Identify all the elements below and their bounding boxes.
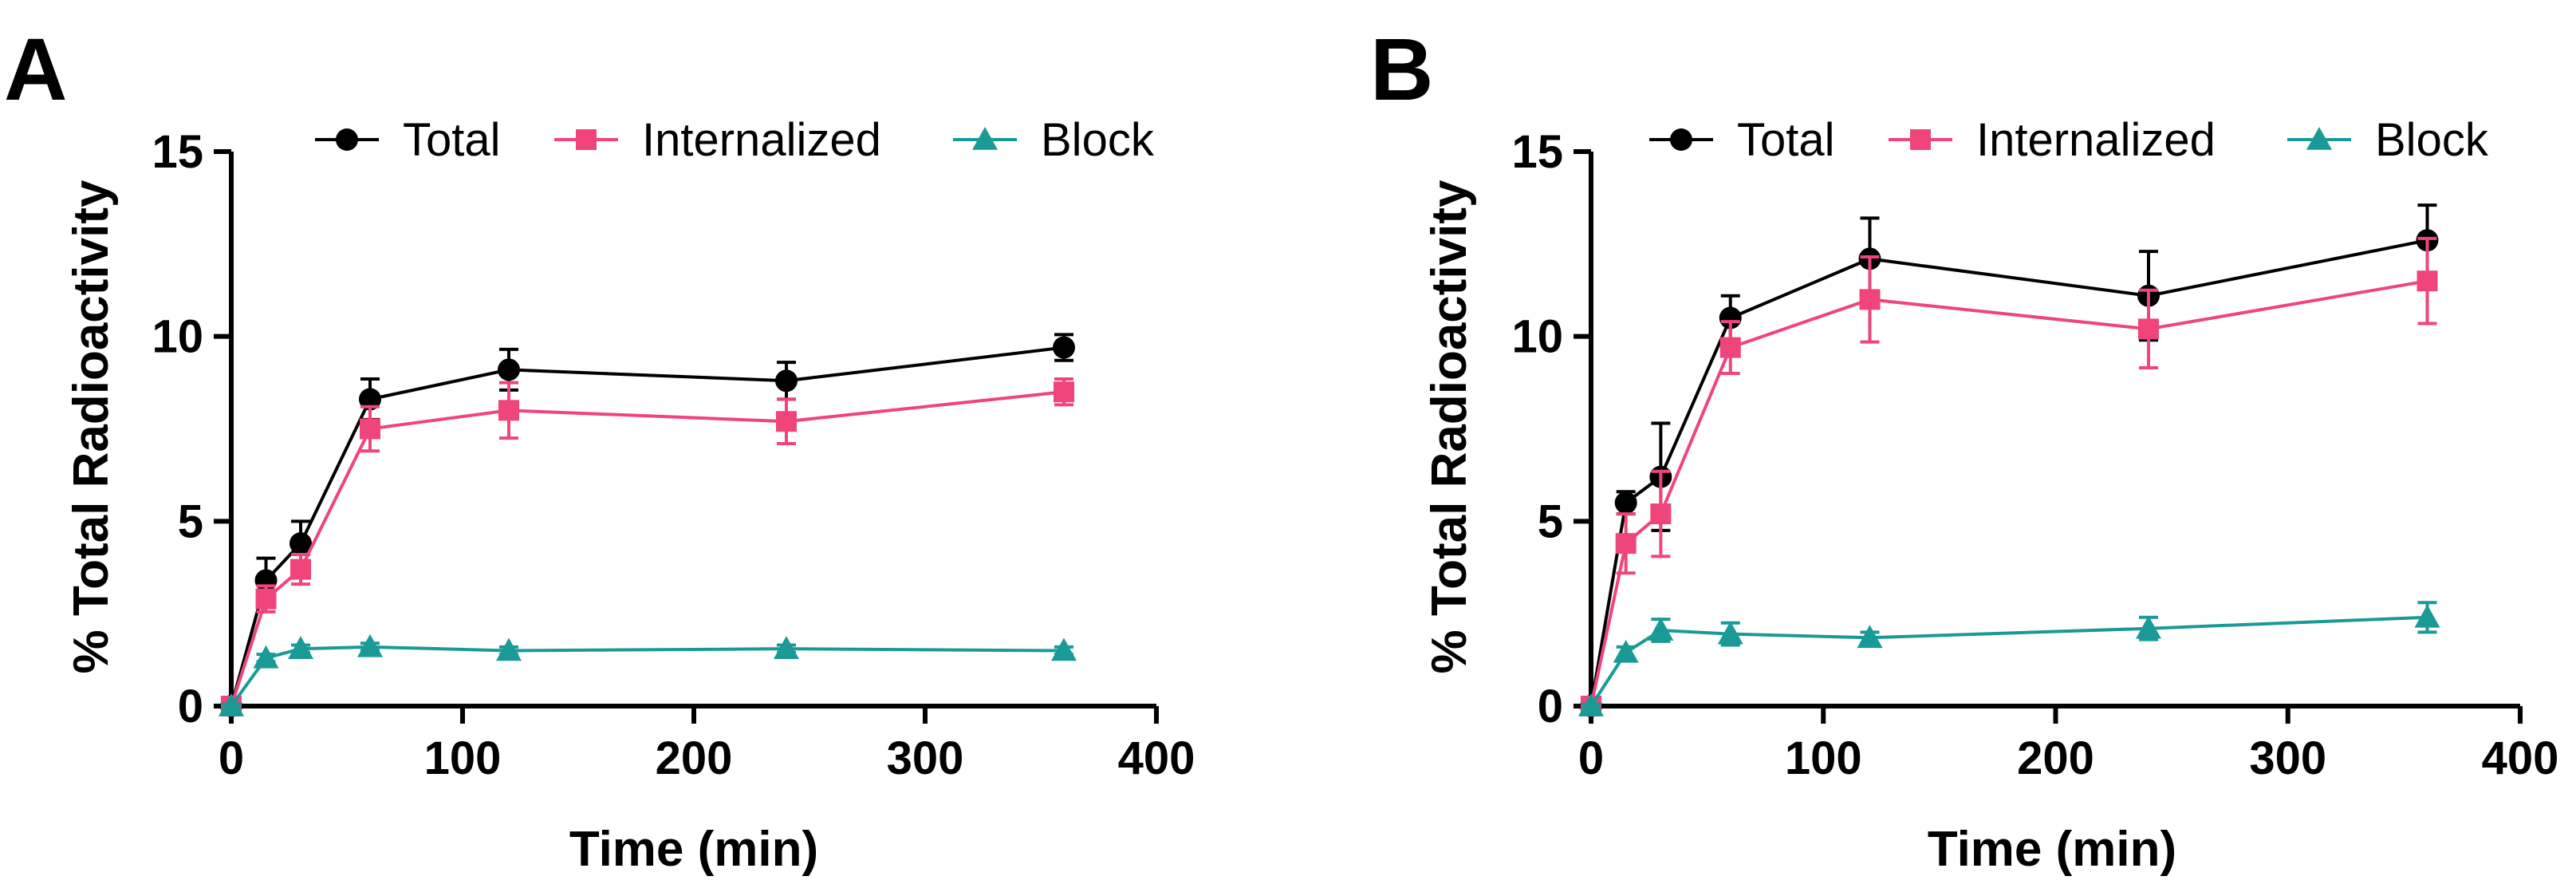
data-point	[1648, 618, 1674, 641]
y-tick-label: 10	[1511, 311, 1563, 363]
data-point	[1719, 306, 1742, 330]
legend-marker	[2306, 127, 2332, 150]
data-point	[255, 588, 277, 610]
legend-label: Total	[1737, 114, 1835, 166]
x-tick-label: 100	[1785, 732, 1862, 784]
data-point	[776, 411, 797, 432]
panel-label: B	[1370, 21, 1433, 119]
y-tick-label: 0	[178, 681, 203, 732]
x-tick-label: 0	[1578, 732, 1604, 784]
y-tick-label: 5	[178, 495, 203, 547]
data-point	[1614, 491, 1637, 515]
y-tick-label: 5	[1538, 495, 1563, 547]
data-point	[1719, 337, 1741, 358]
legend-marker	[1910, 129, 1931, 150]
data-point	[1857, 625, 1883, 649]
x-axis-label: Time (min)	[1928, 822, 2176, 877]
data-point	[1717, 621, 1743, 645]
series-block	[219, 633, 1077, 716]
y-axis-label: % Total Radioactivity	[64, 180, 119, 673]
legend: Total Internalized Block	[1649, 114, 2489, 166]
series-internalized	[221, 377, 1074, 716]
legend-label: Internalized	[642, 114, 881, 166]
data-point	[1054, 381, 1074, 403]
legend-marker	[972, 127, 998, 150]
data-point	[1053, 336, 1075, 359]
data-point	[360, 418, 380, 440]
legend-label: Block	[1041, 114, 1155, 166]
data-point	[359, 388, 381, 411]
data-point	[774, 636, 799, 659]
x-tick-label: 200	[2017, 732, 2094, 784]
panel-label: A	[4, 21, 67, 119]
x-tick-label: 400	[1118, 732, 1195, 784]
legend-marker	[1670, 128, 1692, 151]
data-point	[1613, 639, 1639, 663]
x-tick-label: 400	[2482, 732, 2559, 784]
data-point	[357, 633, 383, 657]
x-tick-label: 100	[424, 732, 502, 784]
x-tick-label: 300	[887, 732, 964, 784]
panel-b: B % Total Radioactivity Time (min) 0 5 10 1…	[1370, 21, 2558, 877]
y-tick-label: 15	[152, 126, 203, 178]
data-point	[2416, 270, 2438, 292]
data-point	[1051, 637, 1077, 661]
data-point	[775, 369, 798, 393]
data-point	[1859, 289, 1881, 310]
data-point	[290, 558, 311, 580]
x-tick-label: 0	[219, 732, 244, 784]
y-tick-label: 10	[152, 311, 203, 363]
legend: Total Internalized Block	[315, 114, 1155, 166]
y-tick-label: 15	[1511, 126, 1563, 178]
data-point	[2138, 318, 2159, 340]
data-point	[1615, 533, 1637, 555]
data-point	[288, 636, 313, 659]
panel-a: A % Total Radioactivity Time (min) 0 5 10 1…	[4, 21, 1195, 877]
series-internalized	[1581, 236, 2438, 716]
data-point	[2414, 604, 2440, 628]
legend-label: Block	[2375, 114, 2489, 166]
legend-marker	[336, 128, 358, 151]
data-point	[1650, 503, 1672, 525]
data-point	[496, 637, 522, 661]
y-axis-label: % Total Radioactivity	[1422, 180, 1477, 673]
data-point	[253, 645, 279, 669]
data-point	[498, 400, 519, 421]
series-block	[1578, 601, 2440, 716]
data-point	[1578, 693, 1604, 716]
y-tick-label: 0	[1538, 681, 1563, 732]
x-axis-label: Time (min)	[569, 822, 818, 877]
x-tick-label: 200	[656, 732, 733, 784]
legend-label: Total	[403, 114, 501, 166]
data-point	[290, 532, 312, 555]
data-point	[498, 358, 520, 381]
legend-label: Internalized	[1976, 114, 2216, 166]
legend-marker	[576, 129, 597, 150]
data-point	[219, 693, 244, 716]
x-tick-label: 300	[2249, 732, 2326, 784]
data-point	[2136, 615, 2161, 639]
